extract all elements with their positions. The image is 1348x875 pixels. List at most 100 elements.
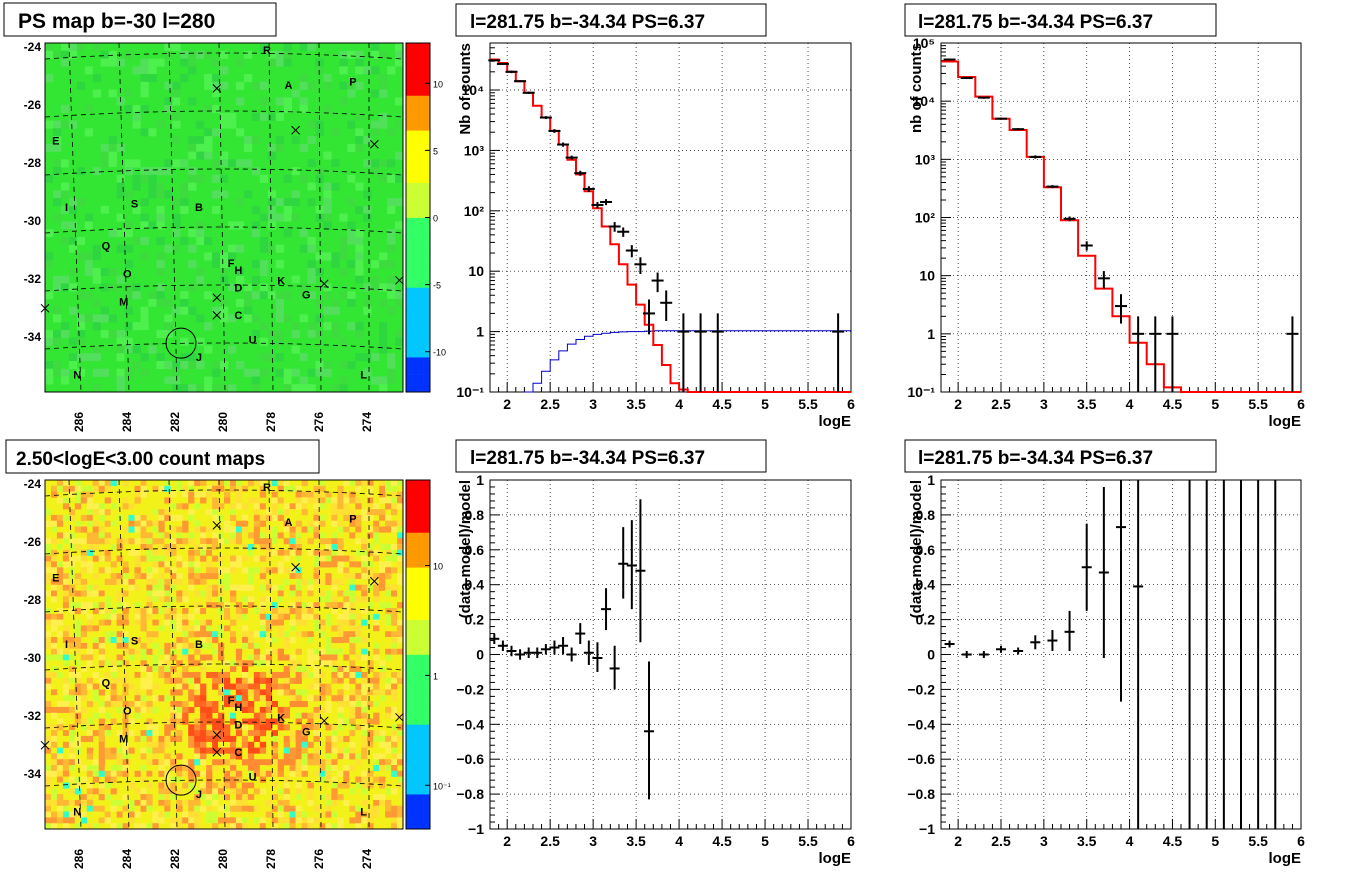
- map-pixel: [265, 514, 273, 521]
- map-pixel: [62, 741, 70, 748]
- map-pixel: [337, 747, 344, 754]
- map-pixel: [180, 384, 189, 393]
- map-pixel: [301, 712, 308, 719]
- source-label: J: [196, 789, 202, 801]
- map-pixel: [301, 567, 308, 574]
- map-pixel: [80, 602, 88, 609]
- map-pixel: [265, 724, 273, 731]
- map-pixel: [367, 753, 374, 760]
- map-pixel: [156, 283, 165, 292]
- map-pixel: [124, 89, 133, 98]
- map-pixel: [259, 730, 267, 737]
- map-pixel: [176, 613, 183, 620]
- map-pixel: [56, 759, 64, 766]
- map-pixel: [395, 337, 404, 346]
- map-pixel: [45, 485, 52, 492]
- map-pixel: [128, 689, 135, 696]
- map-pixel: [295, 811, 302, 818]
- map-pixel: [206, 561, 213, 568]
- y-tick-label: 0.4: [465, 577, 485, 593]
- map-pixel: [355, 58, 364, 67]
- map-pixel: [323, 190, 332, 199]
- map-pixel: [391, 608, 398, 615]
- map-pixel: [194, 759, 201, 766]
- map-pixel: [299, 58, 308, 67]
- map-pixel: [176, 480, 183, 487]
- map-pixel: [140, 730, 147, 737]
- map-pixel: [267, 221, 277, 230]
- map-pixel: [98, 596, 105, 603]
- map-pixel: [355, 712, 362, 719]
- map-pixel: [385, 782, 392, 789]
- map-pixel: [283, 817, 290, 824]
- map-pixel: [188, 384, 197, 393]
- map-pixel: [56, 544, 64, 551]
- map-pixel: [134, 549, 141, 556]
- map-pixel: [132, 81, 141, 90]
- map-pixel: [212, 706, 219, 713]
- map-pixel: [295, 555, 302, 562]
- map-pixel: [116, 538, 123, 545]
- map-pixel: [367, 805, 374, 812]
- map-pixel: [235, 747, 243, 754]
- map-pixel: [371, 128, 380, 137]
- map-pixel: [355, 753, 362, 760]
- colorbar-bin: [406, 689, 430, 708]
- map-pixel: [385, 805, 392, 812]
- map-pixel: [277, 514, 284, 521]
- map-pixel: [299, 361, 308, 370]
- y-tick-label: 0.4: [916, 577, 936, 593]
- map-pixel: [128, 578, 135, 585]
- map-pixel: [251, 112, 261, 121]
- map-pixel: [98, 753, 105, 760]
- map-pixel: [289, 509, 296, 516]
- map-pixel: [373, 712, 380, 719]
- map-pixel: [283, 759, 290, 766]
- map-pixel: [200, 718, 207, 725]
- map-pixel: [80, 654, 88, 661]
- map-pixel: [339, 244, 348, 253]
- map-pixel: [271, 538, 278, 545]
- map-pixel: [315, 267, 324, 276]
- map-pixel: [176, 799, 183, 806]
- map-pixel: [247, 497, 255, 504]
- map-pixel: [218, 584, 225, 591]
- map-pixel: [140, 555, 147, 562]
- map-pixel: [140, 782, 147, 789]
- map-pixel: [100, 143, 109, 152]
- source-label: K: [277, 275, 285, 287]
- x-tick-label: 5: [1211, 833, 1219, 849]
- map-pixel: [212, 625, 219, 632]
- map-pixel: [182, 706, 189, 713]
- map-pixel: [349, 689, 356, 696]
- colorbar-bin: [406, 794, 430, 812]
- map-pixel: [337, 549, 344, 556]
- map-pixel: [146, 526, 153, 533]
- map-pixel: [259, 236, 269, 245]
- map-pixel: [313, 759, 320, 766]
- map-pixel: [323, 120, 332, 129]
- map-pixel: [116, 753, 123, 760]
- map-pixel: [373, 654, 380, 661]
- map-pixel: [156, 361, 165, 370]
- map-pixel: [265, 637, 273, 644]
- map-pixel: [259, 741, 267, 748]
- map-pixel: [224, 625, 231, 632]
- map-pixel: [200, 735, 207, 742]
- map-pixel: [371, 66, 380, 75]
- map-pixel: [100, 205, 109, 214]
- map-pixel: [188, 97, 197, 106]
- map-pixel: [152, 730, 159, 737]
- map-pixel: [289, 660, 296, 667]
- map-pixel: [140, 485, 147, 492]
- map-pixel: [337, 567, 344, 574]
- map-pixel: [301, 724, 308, 731]
- map-pixel: [172, 159, 181, 168]
- map-pixel: [385, 631, 392, 638]
- map-pixel: [224, 794, 231, 801]
- map-pixel: [194, 718, 201, 725]
- map-pixel: [80, 811, 88, 818]
- map-pixel: [212, 672, 219, 679]
- map-pixel: [361, 753, 368, 760]
- map-x-tick-label: 274: [360, 849, 374, 869]
